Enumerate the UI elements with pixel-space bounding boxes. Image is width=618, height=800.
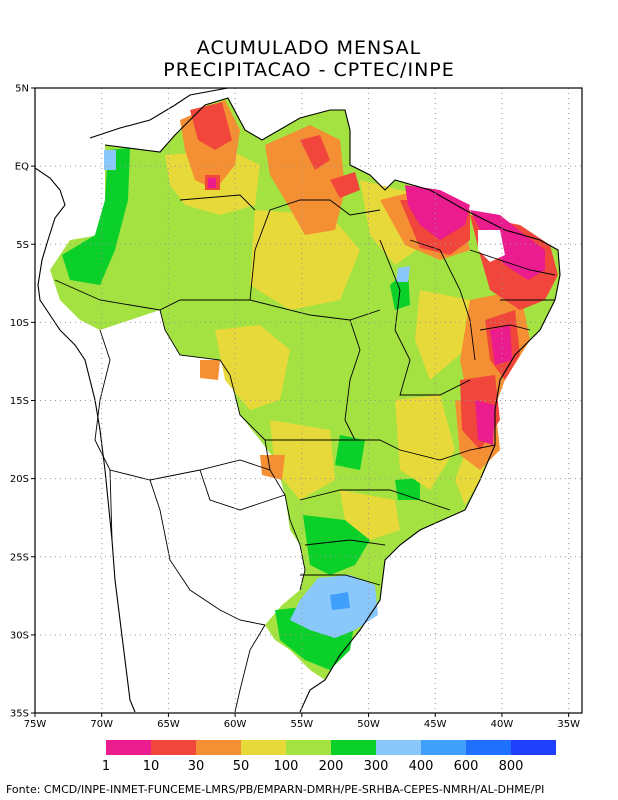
latitude-axis: 5N EQ 5S 10S 15S 20S 25S 30S 35S xyxy=(10,84,35,720)
lon-tick-label: 65W xyxy=(157,719,180,730)
legend-label: 200 xyxy=(319,759,344,774)
graticule xyxy=(35,88,582,713)
lon-tick-label: 70W xyxy=(90,719,113,730)
lon-tick-label: 75W xyxy=(24,719,47,730)
legend-label: 600 xyxy=(454,759,479,774)
lat-tick-label: 5S xyxy=(16,240,29,251)
lat-tick-label: 20S xyxy=(10,474,29,485)
map-title-line2: PRECIPITACAO - CPTEC/INPE xyxy=(163,59,455,81)
legend-label: 800 xyxy=(499,759,524,774)
lat-tick-label: 35S xyxy=(10,709,29,720)
legend-label: 1 xyxy=(102,759,110,774)
map-title-line1: ACUMULADO MENSAL xyxy=(196,37,422,59)
legend-swatch xyxy=(241,740,286,755)
lat-tick-label: EQ xyxy=(15,162,29,173)
lat-tick-label: 15S xyxy=(10,396,29,407)
legend-swatch xyxy=(421,740,466,755)
color-legend xyxy=(106,740,556,755)
coastline xyxy=(35,88,561,713)
longitude-axis: 75W 70W 65W 60W 55W 50W 45W 40W 35W xyxy=(24,713,580,730)
legend-swatch xyxy=(511,740,556,755)
legend-swatch xyxy=(151,740,196,755)
legend-label: 100 xyxy=(274,759,299,774)
data-source-credit: Fonte: CMCD/INPE-INMET-FUNCEME-LMRS/PB/E… xyxy=(6,783,545,796)
legend-label: 300 xyxy=(364,759,389,774)
lon-tick-label: 40W xyxy=(491,719,514,730)
country-boundaries xyxy=(94,329,286,713)
legend-swatch xyxy=(196,740,241,755)
legend-swatch xyxy=(286,740,331,755)
lon-tick-label: 35W xyxy=(557,719,580,730)
legend-label: 30 xyxy=(188,759,205,774)
legend-swatch xyxy=(376,740,421,755)
legend-label: 400 xyxy=(409,759,434,774)
lat-tick-label: 30S xyxy=(10,630,29,641)
lat-tick-label: 25S xyxy=(10,552,29,563)
legend-swatch xyxy=(106,740,151,755)
lat-tick-label: 5N xyxy=(15,84,29,95)
state-boundaries xyxy=(54,194,556,591)
lon-tick-label: 50W xyxy=(357,719,380,730)
legend-label: 10 xyxy=(143,759,160,774)
legend-label: 50 xyxy=(233,759,250,774)
lon-tick-label: 45W xyxy=(424,719,447,730)
legend-labels: 1 10 30 50 100 200 300 400 600 800 xyxy=(102,759,524,774)
lon-tick-label: 55W xyxy=(291,719,314,730)
legend-swatch xyxy=(331,740,376,755)
lat-tick-label: 10S xyxy=(10,318,29,329)
legend-swatch xyxy=(466,740,511,755)
lon-tick-label: 60W xyxy=(224,719,247,730)
